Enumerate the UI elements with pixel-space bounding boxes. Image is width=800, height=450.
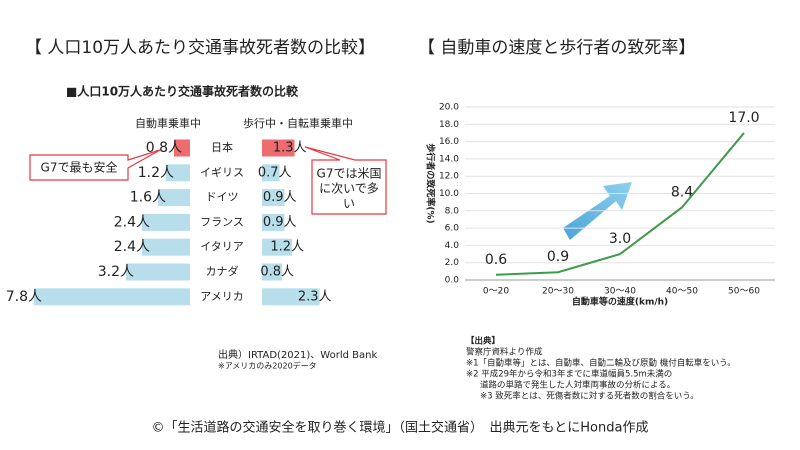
y-tick-label: 8.0 [445, 206, 460, 216]
value-label: 0.7人 [258, 165, 292, 180]
value-label: 3.2人 [98, 264, 134, 280]
source-note: 出典）IRTAD(2021)、World Bank [218, 348, 377, 361]
note: ※3 致死率とは、死傷者数に対する死者数の割合をいう。 [480, 391, 699, 402]
category-label: カナダ [206, 264, 239, 278]
bar [174, 139, 190, 157]
bar [262, 213, 285, 231]
x-axis-label: 自動車等の速度(km/h) [572, 296, 668, 308]
bar [262, 263, 282, 281]
y-axis-label: 歩行者の致死率(%) [425, 143, 437, 223]
series-header: 歩行中・自転車乗車中 [243, 116, 353, 130]
bar [262, 189, 285, 207]
category-label: イタリア [200, 240, 244, 253]
annotation: い [343, 197, 355, 211]
note: ※2 平成29年から令和3年までに車道幅員5.5m未満の [466, 369, 672, 380]
category-label: ドイツ [206, 191, 239, 204]
value-label: 0.9人 [263, 215, 297, 230]
value-label: 8.4 [671, 184, 693, 200]
note: 【出典】 [466, 336, 500, 347]
value-label: 1.3人 [273, 141, 307, 156]
category-label: アメリカ [200, 290, 243, 303]
bar [262, 139, 295, 157]
value-label: 2.4人 [114, 214, 150, 230]
y-tick-label: 10.0 [439, 189, 459, 199]
left-subtitle: ■人口10万人あたり交通事故死者数の比較 [66, 84, 299, 99]
x-tick-label: 30〜40 [604, 287, 636, 297]
bar [126, 263, 190, 281]
note: 道路の単路で発生した人対車両事故の分析による。 [480, 380, 675, 391]
bar [166, 164, 190, 182]
x-tick-label: 40〜50 [666, 287, 698, 297]
value-label: 3.0 [609, 231, 631, 247]
y-tick-label: 18.0 [439, 120, 459, 130]
y-tick-label: 6.0 [445, 224, 460, 234]
right-title: 【 自動車の速度と歩行者の致死率】 [418, 38, 695, 58]
value-label: 1.2人 [138, 165, 174, 181]
note: 警察庁資料より作成 [466, 347, 543, 358]
value-label: 2.3人 [298, 289, 332, 304]
series-header: 自動車乗車中 [135, 116, 201, 130]
value-label: 0.9 [547, 249, 569, 265]
source-note: ※アメリカのみ2020データ [218, 361, 317, 371]
bar [142, 238, 190, 256]
value-label: 0.8人 [260, 265, 294, 280]
y-tick-label: 12.0 [439, 172, 459, 182]
annotation: に次いで多 [319, 182, 379, 196]
x-tick-label: 0〜20 [483, 287, 509, 297]
y-tick-label: 2.0 [445, 258, 460, 268]
line-series [495, 132, 745, 276]
y-tick-label: 20.0 [439, 103, 459, 113]
callout-box [29, 149, 161, 181]
bar [262, 288, 320, 306]
bar [262, 238, 292, 256]
annotation: G7で最も安全 [41, 160, 118, 175]
value-label: 7.8人 [6, 289, 42, 305]
value-label: 0.6 [485, 252, 507, 268]
y-tick-label: 16.0 [439, 137, 459, 147]
left-title: 【 人口10万人あたり交通事故死者数の比較】 [25, 38, 375, 58]
callout-box [304, 146, 387, 215]
y-tick-label: 0.0 [445, 276, 460, 286]
annotation: G7では米国 [317, 167, 382, 181]
x-tick-label: 50〜60 [728, 287, 760, 297]
value-label: 2.4人 [114, 239, 150, 255]
y-tick-label: 4.0 [445, 241, 460, 251]
value-label: 17.0 [728, 110, 759, 126]
category-label: イギリス [200, 166, 244, 179]
x-tick-label: 20〜30 [542, 287, 574, 297]
category-label: フランス [200, 215, 244, 228]
value-label: 1.6人 [130, 190, 166, 206]
bar [142, 213, 190, 231]
bar [262, 164, 280, 182]
bar [34, 288, 190, 306]
y-tick-label: 14.0 [439, 154, 459, 164]
value-label: 1.2人 [270, 240, 304, 255]
caption: ©「生活道路の交通安全を取り巻く環境」（国土交通省） 出典元をもとにHonda作… [152, 420, 649, 436]
note: ※1「自動車等」とは、自動車、自動二輪及び原動 機付自転車をいう。 [466, 358, 736, 369]
value-label: 0.9人 [263, 190, 297, 205]
category-label: 日本 [211, 140, 233, 154]
bar [158, 189, 190, 207]
